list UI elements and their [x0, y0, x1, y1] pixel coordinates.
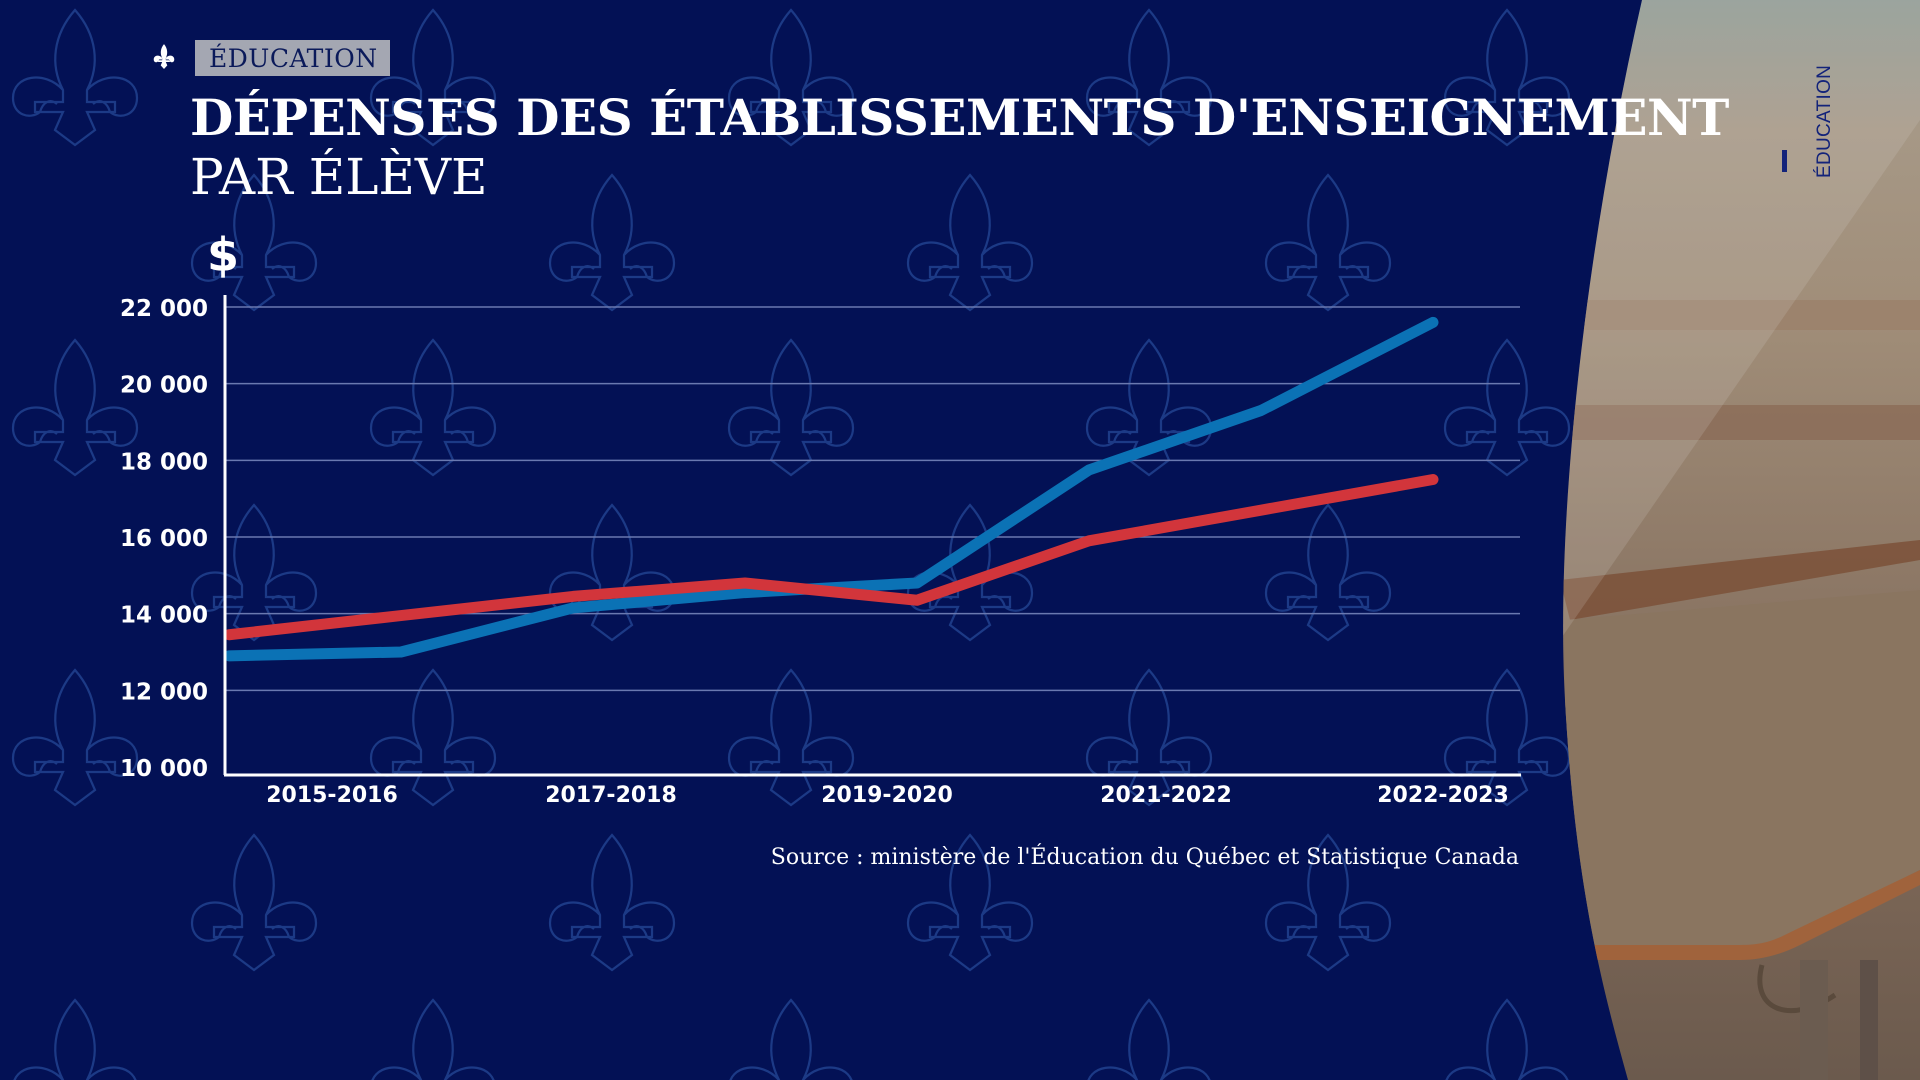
desk-top-front	[1565, 590, 1920, 945]
y-tick-label: 10 000	[120, 756, 208, 782]
source-note: Source : ministère de l'Éducation du Qué…	[770, 845, 1519, 870]
x-axis-ticks: 2015-2016 2017-2018 2019-2020 2021-2022 2022…	[266, 783, 1509, 808]
desk-row-far	[1563, 300, 1920, 330]
x-tick-label: 2017-2018	[545, 783, 677, 808]
chart-title-line1: DÉPENSES DES ÉTABLISSEMENTS D'ENSEIGNEME…	[190, 88, 1729, 147]
category-header: ÉDUCATION	[153, 40, 390, 76]
y-tick-label: 14 000	[120, 603, 208, 629]
x-tick-label: 2019-2020	[821, 783, 953, 808]
red-series-line	[223, 474, 1439, 641]
desk-leg-back	[1860, 960, 1878, 1080]
diagonal-overlay	[1563, 0, 1920, 640]
desk-row-mid	[1563, 405, 1920, 440]
blue-series-line	[223, 316, 1439, 662]
x-tick-label: 2022-2023	[1377, 783, 1509, 808]
y-axis-ticks: 10 000 12 000 14 000 16 000 18 000 20 000 22 0…	[120, 296, 208, 782]
series-lines	[223, 316, 1439, 662]
chart-title-line2: PAR ÉLÈVE	[190, 148, 488, 206]
y-tick-label: 12 000	[120, 679, 208, 705]
x-tick-label: 2015-2016	[266, 783, 398, 808]
desk-top-near	[1563, 540, 1920, 620]
y-tick-label: 22 000	[120, 296, 208, 322]
desk-leg	[1800, 960, 1828, 1080]
y-tick-label: 18 000	[120, 449, 208, 475]
category-tag: ÉDUCATION	[195, 40, 390, 76]
x-tick-label: 2021-2022	[1100, 783, 1232, 808]
fleur-de-lis-icon	[153, 44, 175, 69]
y-axis-unit-label: $	[207, 228, 240, 282]
y-tick-label: 16 000	[120, 526, 208, 552]
desk-edge-front	[1565, 870, 1920, 960]
y-tick-label: 20 000	[120, 373, 208, 399]
side-label-bar	[1782, 150, 1787, 172]
